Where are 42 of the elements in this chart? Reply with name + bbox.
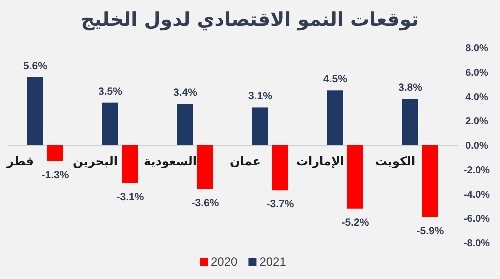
x-tick-label: السعودية (144, 154, 198, 168)
y-tick-label: 4.0% (466, 92, 489, 104)
y-tick-label: -8.0% (464, 238, 490, 250)
y-tick-label: 8.0% (466, 44, 489, 54)
x-tick-label: قطر (6, 154, 34, 168)
bar (272, 146, 288, 191)
bar (122, 146, 138, 184)
legend-label: 2020 (211, 255, 238, 269)
data-label: 3.8% (398, 82, 424, 94)
bar (422, 146, 438, 218)
bar (102, 102, 118, 146)
data-label: 5.6% (24, 60, 48, 72)
legend-label: 2021 (260, 255, 287, 269)
data-label: -3.6% (192, 197, 220, 210)
data-label: -3.1% (116, 191, 145, 204)
y-tick-label: 0.0% (466, 141, 489, 152)
bar (48, 146, 64, 162)
data-label: -1.3% (42, 169, 70, 182)
bar (252, 108, 268, 146)
y-tick-label: 6.0% (466, 68, 489, 79)
data-label: 3.1% (248, 90, 274, 103)
y-tick-label: -4.0% (464, 190, 490, 201)
data-label: 4.5% (324, 74, 348, 86)
data-label: -3.7% (266, 198, 295, 211)
data-label: 3.4% (174, 87, 198, 100)
x-tick-label: البحرين (73, 154, 118, 168)
data-label: -5.2% (342, 216, 370, 229)
bar (328, 90, 344, 146)
x-tick-label: الإمارات (296, 154, 345, 168)
bar (198, 146, 214, 190)
x-tick-label: عمان (230, 154, 261, 168)
y-tick-label: -2.0% (464, 165, 490, 176)
bar (28, 77, 44, 146)
chart-title: توقعات النمو الاقتصادي لدول الخليج (81, 9, 419, 31)
x-tick-label: الكويت (375, 154, 416, 168)
bar (402, 99, 418, 146)
data-label: 3.5% (98, 86, 124, 98)
data-label: -5.9% (416, 225, 445, 238)
y-tick-label: -6.0% (464, 214, 490, 226)
bar (348, 146, 364, 209)
y-tick-label: 2.0% (466, 116, 489, 128)
bar (178, 104, 194, 146)
